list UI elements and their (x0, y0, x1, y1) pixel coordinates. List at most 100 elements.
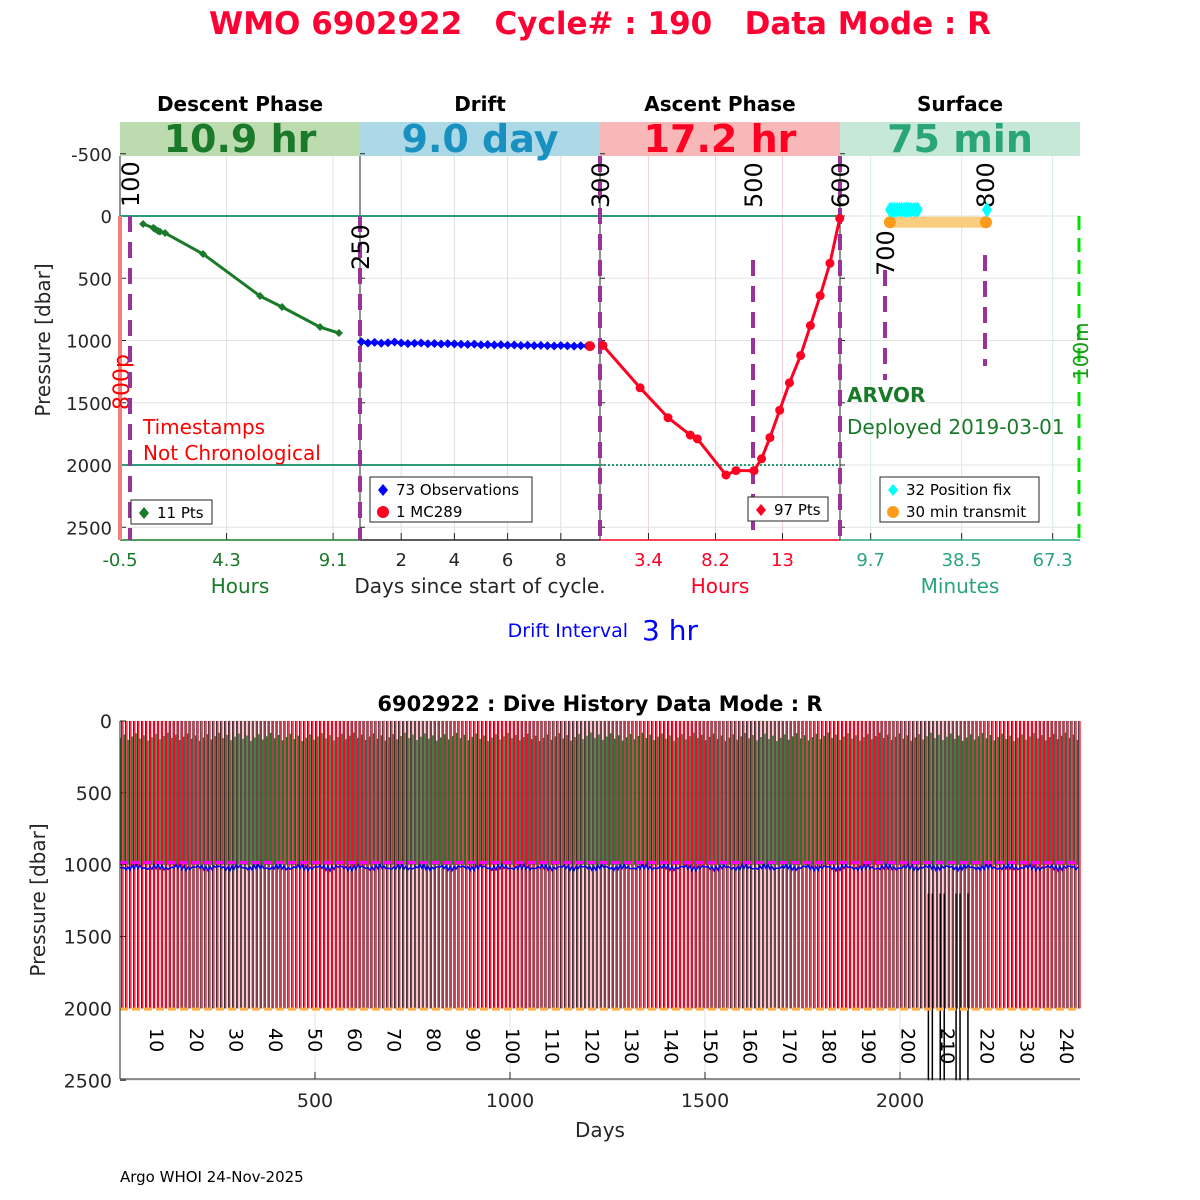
dive-history-title: 6902922 : Dive History Data Mode : R (377, 692, 822, 716)
phase-duration: 17.2 hr (644, 117, 797, 161)
drift-point (543, 341, 552, 351)
drift-point (489, 340, 499, 350)
x-tick-label: 1500 (681, 1090, 729, 1112)
legend-label: 32 Position fix (906, 481, 1011, 499)
drift-interval-value: 3 hr (642, 614, 698, 647)
cycle-label: 80 (422, 1028, 444, 1052)
ascent-point (635, 383, 645, 393)
drift-point (503, 340, 513, 350)
drift-point (376, 338, 386, 348)
phase-title: Ascent Phase (644, 92, 795, 116)
legend-marker (756, 504, 766, 516)
drift-point (370, 337, 380, 347)
descent-point (278, 303, 287, 312)
drift-point (423, 339, 433, 349)
drift-interval-label: Drift Interval (508, 620, 628, 642)
cycle-label: 120 (580, 1028, 602, 1064)
x-axis-label: Days since start of cycle. (354, 574, 605, 598)
cycle-label: 190 (857, 1028, 879, 1064)
legend-marker (377, 506, 389, 518)
x-axis-label: Days (575, 1118, 625, 1142)
transmit-point (979, 216, 992, 229)
drift-point (549, 341, 559, 351)
cycle-label: 150 (699, 1028, 721, 1064)
x-tick-label: 67.3 (1033, 550, 1073, 571)
x-tick-label: 6 (502, 550, 513, 571)
cycle-label: 40 (264, 1028, 286, 1052)
legend-label: 30 min transmit (906, 503, 1026, 521)
phase-band-3 (840, 122, 1080, 156)
y-tick-label: 2500 (64, 1070, 112, 1092)
legend-label: 1 MC289 (396, 503, 462, 521)
mc-marker-label: 250 (347, 224, 375, 270)
deployed-date-label: Deployed 2019-03-01 (847, 415, 1065, 439)
position-fix-point (981, 201, 992, 218)
mc-marker-label: 700 (872, 230, 900, 276)
drift-point (483, 340, 493, 350)
ascent-point (731, 466, 741, 476)
drift-point (449, 339, 459, 349)
x-tick-label: 3.4 (634, 550, 663, 571)
phase-band-0 (120, 122, 360, 156)
legend-box (879, 476, 1040, 523)
mc-marker-label: 800 (972, 162, 1000, 208)
y-tick-label: 1500 (64, 927, 112, 949)
ascent-point (775, 405, 785, 415)
cycle-label: 170 (778, 1028, 800, 1064)
drift-point (463, 339, 473, 349)
cycle-label: 70 (383, 1028, 405, 1052)
cycle-label: 230 (1015, 1028, 1037, 1064)
drift-point (436, 339, 446, 349)
x-tick-label: -0.5 (102, 550, 137, 571)
position-fix-point (912, 201, 923, 218)
x-tick-label: 2000 (876, 1090, 924, 1112)
drift-point (469, 339, 479, 349)
cycle-label: 90 (462, 1028, 484, 1052)
legend-label: 73 Observations (396, 481, 519, 499)
cycle-label: 50 (303, 1028, 325, 1052)
ascent-point (805, 321, 815, 331)
phase-title: Drift (454, 92, 506, 116)
phase-band-1 (360, 122, 600, 156)
y-axis-label: Pressure [dbar] (31, 263, 55, 416)
drift-point (363, 338, 373, 348)
side-label-right: 100m (1069, 322, 1093, 380)
y-tick-label: 500 (78, 269, 112, 290)
drift-point (383, 338, 393, 348)
ascent-point (784, 378, 794, 388)
x-tick-label: 2 (395, 550, 406, 571)
y-tick-label: 2000 (66, 456, 112, 477)
annotation-not-chronological: Not Chronological (143, 441, 321, 465)
x-tick-label: 4.3 (212, 550, 241, 571)
drift-point (562, 341, 572, 351)
cycle-label: 240 (1055, 1028, 1077, 1064)
cycle-label: 10 (145, 1028, 167, 1052)
legend-marker (378, 484, 388, 496)
drift-point (416, 338, 426, 348)
y-tick-label: 0 (101, 207, 112, 228)
descent-point (161, 229, 170, 238)
mc-marker-label: 600 (827, 162, 855, 208)
annotation-timestamps: Timestamps (142, 415, 265, 439)
cycle-label: 110 (541, 1028, 563, 1064)
y-tick-label: 0 (100, 711, 112, 733)
y-tick-label: 1000 (64, 855, 112, 877)
drift-point (456, 339, 466, 349)
x-tick-label: 8 (555, 550, 566, 571)
ascent-point (757, 454, 767, 464)
float-type-label: ARVOR (847, 383, 925, 407)
drift-point (396, 338, 406, 348)
phase-duration: 9.0 day (402, 117, 559, 161)
x-tick-label: 500 (297, 1090, 333, 1112)
cycle-label: 160 (738, 1028, 760, 1064)
ascent-point (815, 291, 825, 301)
x-axis-label: Hours (691, 574, 750, 598)
mc-marker-label: 100 (117, 161, 145, 207)
ascent-point (835, 213, 845, 223)
drift-point (410, 338, 419, 348)
figure-title: WMO 6902922 Cycle# : 190 Data Mode : R (209, 6, 991, 42)
y-tick-label: 1500 (66, 394, 112, 415)
drift-point (509, 340, 519, 350)
drift-point (576, 341, 586, 351)
